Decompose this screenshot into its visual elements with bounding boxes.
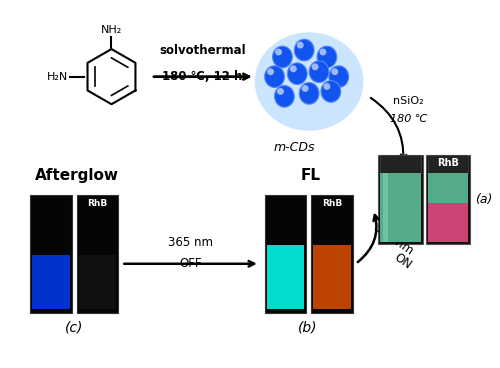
Bar [79,255,116,309]
Ellipse shape [277,88,284,95]
Text: nSiO₂: nSiO₂ [393,96,424,106]
Text: 180 ℃, 12 h: 180 ℃, 12 h [162,70,242,83]
Ellipse shape [312,63,318,70]
Text: ON: ON [392,250,414,271]
Ellipse shape [317,46,337,68]
Bar [30,195,72,313]
Bar [428,173,468,203]
Ellipse shape [294,39,314,61]
Ellipse shape [321,81,341,102]
Text: 365 nm: 365 nm [371,221,416,257]
Bar [264,195,306,313]
Ellipse shape [274,85,294,107]
Bar [77,195,118,313]
Text: NH₂: NH₂ [101,25,122,35]
Ellipse shape [275,49,282,56]
Text: H₂N: H₂N [47,72,68,82]
Bar [380,173,421,242]
Bar [266,245,304,309]
Ellipse shape [329,66,348,88]
Ellipse shape [264,66,284,88]
Bar [378,155,423,244]
Bar [428,155,468,173]
Ellipse shape [267,68,274,75]
Ellipse shape [302,85,308,92]
Text: (a): (a) [475,193,492,206]
Text: (c): (c) [64,321,83,335]
Bar [383,173,388,242]
Text: RhB: RhB [88,199,108,208]
Text: 180 ℃: 180 ℃ [390,114,428,124]
Text: m-CDs: m-CDs [274,141,315,154]
Text: (b): (b) [298,321,318,335]
Bar [380,155,421,173]
Text: RhB: RhB [322,199,342,208]
Ellipse shape [255,32,364,131]
Ellipse shape [324,83,330,90]
Ellipse shape [290,65,297,72]
Text: RhB: RhB [437,158,459,168]
Ellipse shape [332,68,338,75]
Text: OFF: OFF [180,257,202,270]
Ellipse shape [320,49,326,56]
Text: 365 nm: 365 nm [168,236,213,249]
Bar [426,155,470,244]
Ellipse shape [297,42,304,49]
Text: solvothermal: solvothermal [159,44,246,57]
Bar [32,255,70,309]
Ellipse shape [309,61,329,82]
Ellipse shape [288,63,307,85]
Text: Afterglow: Afterglow [35,168,119,183]
Bar [428,203,468,242]
Ellipse shape [299,82,319,104]
Bar [313,245,350,309]
Text: FL: FL [301,168,321,183]
Ellipse shape [272,46,292,68]
Bar [311,195,352,313]
